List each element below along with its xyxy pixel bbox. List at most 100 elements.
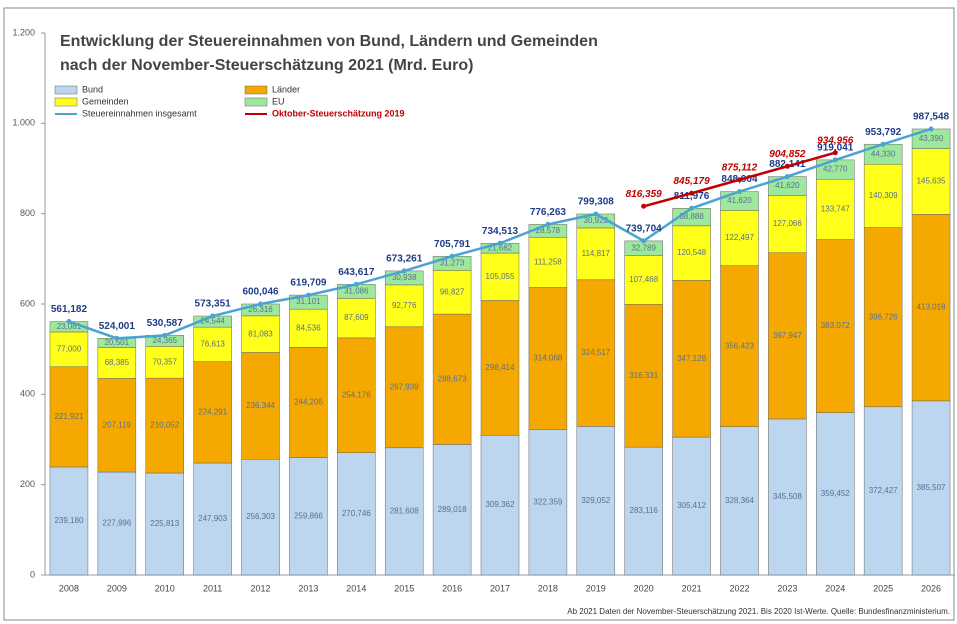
data-label: 24,544: [200, 317, 225, 326]
data-label: 68,385: [105, 358, 130, 367]
data-label: 356,423: [725, 341, 754, 350]
x-tick-label: 2018: [538, 583, 558, 593]
data-label: 30,922: [584, 216, 609, 225]
line-point: [784, 163, 790, 169]
legend-label: Gemeinden: [82, 96, 129, 106]
data-label: 44,330: [871, 149, 896, 158]
data-label: 305,412: [677, 501, 706, 510]
bar-segment: [193, 326, 232, 362]
bar-segment: [768, 195, 807, 254]
bar-segment: [624, 446, 663, 576]
y-tick-label: 400: [20, 389, 35, 399]
data-label: 23,081: [57, 322, 82, 331]
data-label: 114,817: [582, 249, 611, 258]
data-label: 31,101: [296, 297, 321, 306]
data-label: 383,072: [821, 321, 850, 330]
bar-segment: [576, 227, 616, 281]
data-label: 267,939: [390, 382, 419, 391]
bar-segment: [480, 435, 520, 576]
line-point: [689, 205, 695, 211]
data-label: 283,116: [630, 506, 659, 515]
bar-segment: [863, 163, 903, 228]
data-label: 105,055: [486, 272, 515, 281]
chart-subtitle: nach der November-Steuerschätzung 2021 (…: [60, 57, 473, 74]
data-label: 347,128: [677, 354, 706, 363]
x-tick-label: 2010: [155, 583, 175, 593]
data-label: 367,947: [773, 331, 802, 340]
bar-segment: [432, 313, 472, 445]
data-label: 288,673: [438, 374, 467, 383]
bar-segment: [624, 303, 663, 448]
bar-segment: [193, 462, 232, 576]
total-label: 811,976: [674, 191, 710, 202]
data-label: 43,390: [919, 134, 944, 143]
data-label: 254,176: [342, 390, 371, 399]
bar-segment: [816, 178, 855, 240]
legend-swatch: [54, 85, 78, 95]
data-label: 41,620: [727, 196, 752, 205]
data-label: 26,316: [248, 305, 273, 314]
legend-label: Länder: [272, 84, 300, 94]
data-label: 207,119: [103, 420, 132, 429]
x-tick-label: 2021: [682, 583, 702, 593]
data-label: 289,018: [438, 505, 467, 514]
line-point: [258, 301, 264, 307]
line-point: [928, 126, 934, 132]
line-point: [593, 211, 599, 217]
bar-segment: [432, 444, 472, 576]
bar-segment: [863, 227, 903, 408]
line-point: [210, 313, 216, 319]
line-point: [784, 174, 790, 180]
data-label: 385,507: [917, 483, 946, 492]
total-label: 530,587: [147, 318, 184, 329]
data-label: 77,000: [57, 344, 82, 353]
data-label: 281,608: [390, 507, 419, 516]
bar-segment: [768, 418, 807, 576]
data-label: 24,365: [153, 336, 178, 345]
line-point: [305, 292, 311, 298]
data-label: 120,548: [677, 248, 706, 257]
data-label: 38,888: [679, 212, 704, 221]
bar-segment: [145, 346, 184, 379]
bar-segment: [672, 436, 711, 576]
total-label: 705,791: [434, 239, 471, 250]
bar-segment: [528, 429, 568, 576]
bar-segment: [816, 412, 855, 576]
x-tick-label: 2020: [634, 583, 654, 593]
bar-segment: [528, 237, 568, 288]
data-label: 28,578: [536, 226, 561, 235]
legend-swatch: [244, 85, 268, 95]
data-label: 345,508: [773, 492, 802, 501]
bar-segment: [672, 225, 711, 281]
bar-segment: [480, 300, 520, 436]
footnote: Ab 2021 Daten der November-Steuerschätzu…: [567, 607, 950, 616]
total-label: 987,548: [913, 112, 950, 123]
bar-segment: [193, 361, 232, 464]
total-label: 673,261: [386, 254, 423, 265]
data-label: 21,682: [488, 243, 513, 252]
line-point: [497, 240, 503, 246]
x-tick-label: 2012: [251, 583, 271, 593]
legend-swatch: [244, 97, 268, 107]
bar-segment: [624, 255, 663, 305]
data-label: 84,536: [296, 323, 321, 332]
bar-segment: [337, 337, 376, 453]
line-point: [736, 189, 742, 195]
bar-segment: [720, 426, 759, 576]
line-point: [832, 157, 838, 163]
total-label: 643,617: [338, 267, 375, 278]
data-label: 359,452: [821, 489, 850, 498]
data-label: 259,866: [294, 511, 323, 520]
total-label: 734,513: [482, 226, 519, 237]
line-point: [162, 332, 168, 338]
data-label: 133,747: [821, 205, 850, 214]
legend-label: Bund: [82, 84, 103, 94]
data-label: 227,996: [102, 519, 131, 528]
x-tick-label: 2017: [490, 583, 510, 593]
line-point: [449, 253, 455, 259]
data-label: 31,273: [440, 258, 465, 267]
data-label: 329,052: [581, 496, 610, 505]
bar-segment: [337, 298, 376, 339]
bar-segment: [289, 347, 328, 458]
data-label: 396,726: [869, 312, 898, 321]
